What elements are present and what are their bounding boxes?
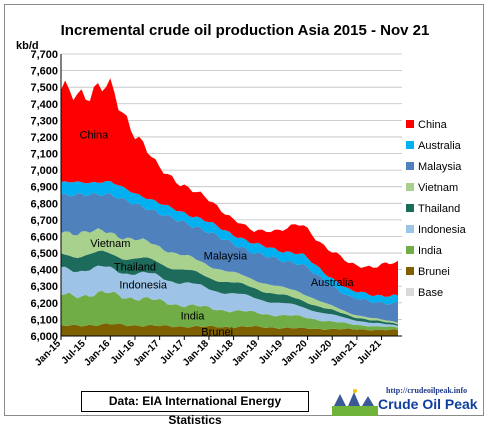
area-brunei: [61, 323, 398, 336]
legend-swatch: [406, 120, 414, 128]
legend-swatch: [406, 204, 414, 212]
source-note: Data: EIA International Energy Statistic…: [81, 391, 309, 427]
y-tick-label: 6,000: [30, 331, 58, 343]
legend-entry: Malaysia: [418, 161, 462, 173]
y-tick-label: 7,300: [30, 115, 58, 127]
legend-swatch: [406, 288, 414, 296]
logo-name: Crude Oil Peak: [378, 396, 478, 412]
site-logo[interactable]: http://crudeoilpeak.info Crude Oil Peak: [332, 386, 484, 416]
y-tick-label: 7,100: [30, 149, 58, 161]
legend-entry: Base: [418, 287, 443, 299]
series-label-china: China: [80, 129, 110, 141]
legend-swatch: [406, 225, 414, 233]
x-tick-label: Jan-16: [82, 338, 112, 368]
y-tick-label: 6,100: [30, 314, 58, 326]
area-malaysia: [61, 192, 398, 323]
series-label-vietnam: Vietnam: [90, 238, 130, 250]
x-tick-label: Jan-19: [230, 338, 260, 368]
chart-title: Incremental crude oil production Asia 20…: [60, 22, 430, 39]
y-tick-label: 6,800: [30, 198, 58, 210]
x-tick-label: Jul-21: [355, 338, 384, 367]
series-label-indonesia: Indonesia: [119, 280, 168, 292]
legend-entry: Thailand: [418, 203, 460, 215]
y-axis-unit: kb/d: [16, 40, 39, 52]
legend-swatch: [406, 246, 414, 254]
legend-entry: India: [418, 245, 443, 257]
x-tick-label: Jan-20: [280, 338, 310, 368]
y-tick-label: 6,500: [30, 248, 58, 260]
series-label-australia: Australia: [311, 277, 355, 289]
legend-entry: Vietnam: [418, 182, 458, 194]
legend-entry: Indonesia: [418, 224, 467, 236]
series-label-india: India: [181, 310, 206, 322]
legend-entry: China: [418, 119, 448, 131]
legend-swatch: [406, 162, 414, 170]
y-tick-label: 7,400: [30, 99, 58, 111]
y-tick-label: 6,400: [30, 265, 58, 277]
area-vietnam: [61, 228, 398, 325]
area-australia: [61, 181, 398, 305]
area-india: [61, 290, 398, 331]
y-tick-label: 6,600: [30, 231, 58, 243]
y-tick-label: 7,700: [30, 49, 58, 61]
y-tick-label: 7,600: [30, 66, 58, 78]
x-tick-label: Jan-17: [132, 338, 162, 368]
legend-swatch: [406, 141, 414, 149]
legend-entry: Australia: [418, 140, 462, 152]
oil-pump-icon: [332, 389, 378, 416]
series-label-brunei: Brunei: [201, 327, 233, 339]
legend-entry: Brunei: [418, 266, 450, 278]
series-label-thailand: Thailand: [114, 262, 156, 274]
area-china: [61, 78, 398, 297]
area-indonesia: [61, 265, 398, 328]
y-tick-label: 6,900: [30, 182, 58, 194]
y-tick-label: 7,500: [30, 82, 58, 94]
x-tick-label: Jan-21: [329, 338, 359, 368]
y-tick-label: 7,200: [30, 132, 58, 144]
area-thailand: [61, 250, 398, 326]
logo-url[interactable]: http://crudeoilpeak.info: [386, 386, 468, 395]
y-tick-label: 7,000: [30, 165, 58, 177]
y-tick-label: 6,700: [30, 215, 58, 227]
y-tick-label: 6,200: [30, 298, 58, 310]
series-label-malaysia: Malaysia: [204, 251, 248, 263]
x-tick-label: Jan-18: [181, 338, 211, 368]
legend-swatch: [406, 267, 414, 275]
legend-swatch: [406, 183, 414, 191]
y-tick-label: 6,300: [30, 281, 58, 293]
